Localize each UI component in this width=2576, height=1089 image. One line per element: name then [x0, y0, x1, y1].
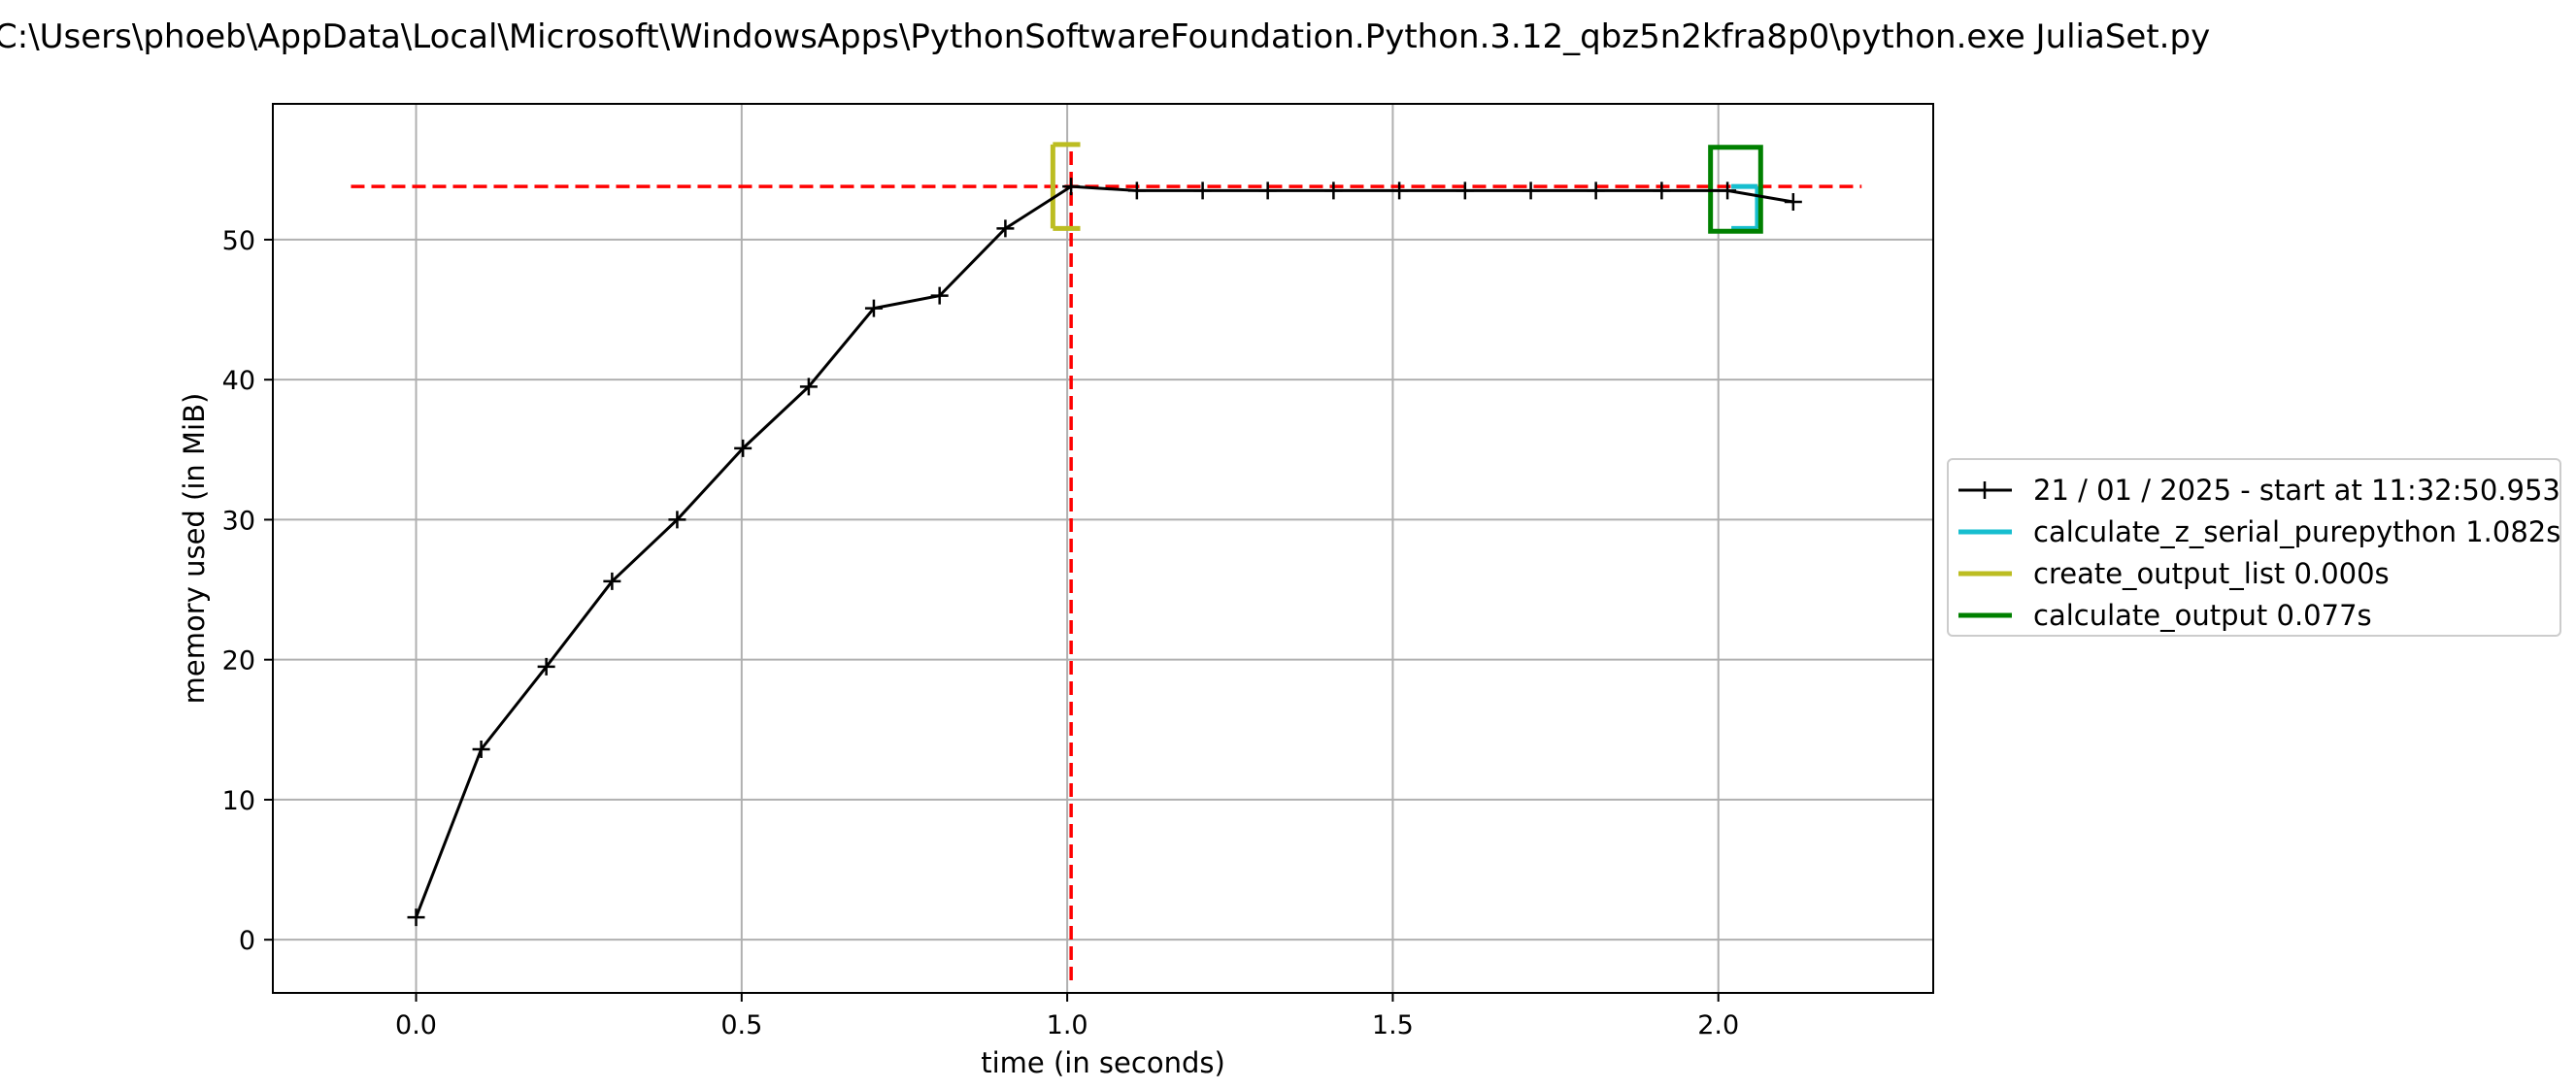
y-tick-label: 10: [222, 786, 255, 816]
data-point-marker: [407, 908, 425, 927]
peak-lines: [351, 144, 1862, 981]
data-point-marker: [799, 378, 818, 396]
data-point-marker: [1258, 182, 1277, 200]
data-point-marker: [1653, 182, 1671, 200]
x-tick-label: 0.5: [720, 1010, 762, 1040]
data-point-marker: [668, 511, 686, 529]
y-tick-label: 0: [239, 926, 255, 956]
data-point-marker: [1193, 182, 1212, 200]
y-tick-label: 40: [222, 366, 255, 396]
y-axis-label: memory used (in MiB): [178, 393, 211, 705]
data-point-marker: [472, 741, 490, 759]
grid-lines: [273, 104, 1933, 993]
data-point-marker: [1455, 182, 1474, 200]
y-tick-label: 20: [222, 646, 255, 676]
series-line: [415, 184, 1794, 918]
data-point-marker: [1522, 182, 1540, 200]
data-point-marker: [1127, 182, 1146, 200]
data-point-marker: [864, 299, 883, 317]
data-point-marker: [996, 219, 1015, 238]
memory-series: [407, 178, 1802, 927]
data-point-marker: [1324, 182, 1343, 200]
data-point-marker: [537, 657, 555, 676]
legend-label: create_output_list 0.000s: [2033, 557, 2390, 590]
y-tick-label: 50: [222, 226, 255, 256]
legend-label: calculate_output 0.077s: [2033, 599, 2372, 632]
function-brackets: [1050, 142, 1763, 234]
data-point-marker: [734, 439, 753, 457]
x-axis-label: time (in seconds): [981, 1046, 1225, 1079]
chart-title: C:\Users\phoeb\AppData\Local\Microsoft\W…: [0, 17, 2210, 56]
legend-box: [1947, 458, 2561, 637]
legend-item: calculate_output 0.077s: [1958, 599, 2372, 632]
data-point-marker: [1062, 178, 1081, 196]
function-bracket: [1708, 145, 1763, 234]
x-tick-label: 1.5: [1372, 1010, 1414, 1040]
legend-marker: [1976, 481, 1993, 499]
legend-item: calculate_z_serial_purepython 1.082s: [1958, 515, 2560, 548]
x-tick-label: 0.0: [395, 1010, 437, 1040]
legend: 21 / 01 / 2025 - start at 11:32:50.953 ca…: [1947, 458, 2561, 637]
function-bracket: [1731, 183, 1760, 231]
x-tick-label: 2.0: [1697, 1010, 1739, 1040]
data-point-marker: [1784, 192, 1802, 211]
y-tick-label: 30: [222, 506, 255, 536]
data-point-marker: [930, 286, 949, 305]
x-tick-label: 1.0: [1047, 1010, 1088, 1040]
plot-frame: [272, 103, 1934, 994]
legend-item: 21 / 01 / 2025 - start at 11:32:50.953: [1958, 474, 2560, 507]
legend-item: create_output_list 0.000s: [1958, 557, 2390, 590]
data-point-marker: [1587, 182, 1605, 200]
data-point-marker: [603, 572, 621, 590]
legend-label: calculate_z_serial_purepython 1.082s: [2033, 515, 2560, 548]
axis-ticks: 0.0 0.5 1.0 1.5 2.0 0 10 20 30 40 50: [222, 226, 1740, 1040]
data-point-marker: [1719, 182, 1737, 200]
function-bracket: [1050, 142, 1081, 231]
legend-label: 21 / 01 / 2025 - start at 11:32:50.953: [2033, 474, 2560, 507]
data-point-marker: [1390, 182, 1409, 200]
